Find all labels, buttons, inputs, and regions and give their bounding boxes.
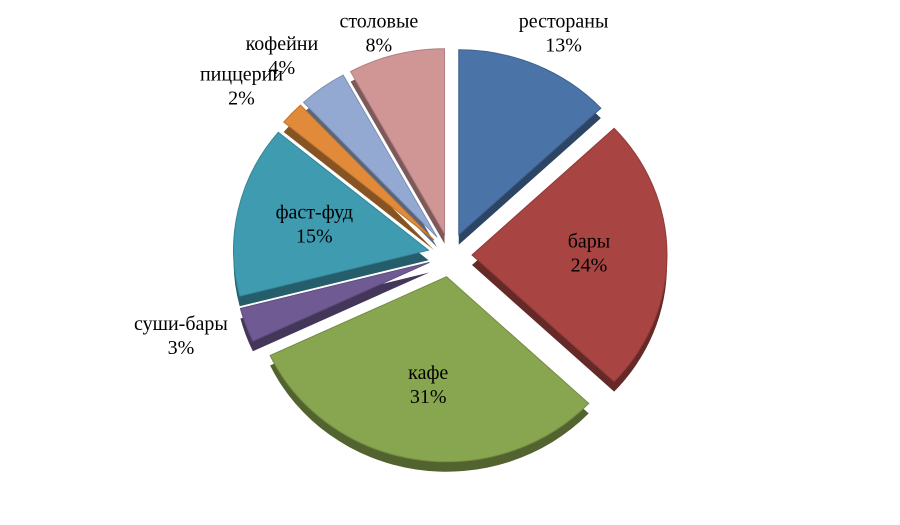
slice (458, 49, 602, 236)
slice-label: суши-бары (134, 313, 228, 335)
slice-label: фаст-фуд (276, 202, 354, 224)
slice-value-label: 24% (571, 255, 608, 277)
slice-label: пиццерии (200, 64, 283, 86)
slice-label: кафе (408, 362, 448, 384)
slice (239, 261, 430, 342)
slice-label: бары (568, 231, 611, 253)
slice-label: кофейни (246, 33, 319, 55)
slice-label: рестораны (519, 11, 609, 33)
slice-value-label: 31% (410, 386, 447, 408)
slice-label: столовые (339, 11, 418, 33)
slice (269, 276, 590, 463)
slice-value-label: 3% (168, 337, 195, 359)
slice-value-label: 2% (228, 88, 255, 110)
slice (471, 127, 668, 383)
slice-value-label: 13% (545, 35, 582, 57)
slice-side (240, 272, 430, 352)
slice (282, 104, 435, 241)
slice-value-label: 4% (269, 57, 296, 79)
slice (302, 74, 438, 238)
slice-value-label: 15% (296, 226, 333, 248)
slice (233, 131, 430, 297)
slice-value-label: 8% (366, 35, 393, 57)
slice (349, 48, 446, 236)
